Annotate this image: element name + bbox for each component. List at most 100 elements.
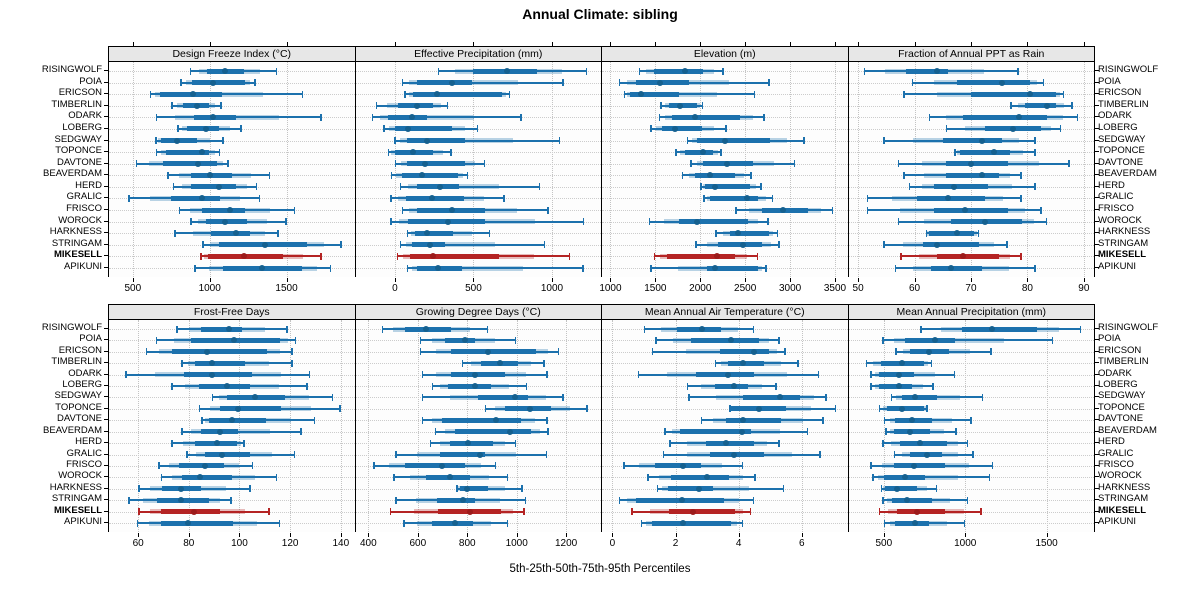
whisker-5-95 (180, 81, 256, 84)
whisker-cap-right (329, 264, 332, 272)
row-tick-right (1095, 487, 1099, 489)
row-tick-right (1095, 385, 1099, 387)
row-tick-right (1095, 162, 1099, 164)
whisker-5-95 (658, 116, 765, 119)
median-dot (184, 520, 191, 526)
station-labels-bottom-right: RISINGWOLF POIA ERICSON TIMBERLIN ODARK LOBER… (1096, 319, 1200, 531)
panel-0: Design Freeze Index (°C) 500 1000 1500 (108, 42, 356, 294)
whisker-cap-left (658, 113, 660, 121)
whisker-cap-left (908, 183, 911, 191)
median-dot (657, 79, 664, 86)
whisker-cap-left (406, 264, 409, 272)
axis-tick (801, 533, 803, 537)
axis-tick-label: 0 (609, 538, 616, 549)
axis-tick-label: 2000 (689, 283, 712, 294)
median-dot (197, 474, 204, 481)
whisker-cap-left (394, 160, 397, 168)
whisker-cap-left (399, 241, 402, 249)
station-label: BEAVERDAM (1098, 168, 1157, 180)
whisker-cap-right (1020, 171, 1022, 179)
row-tick-right (1095, 350, 1099, 352)
row-tick-right (1095, 510, 1099, 512)
whisker-cap-left (660, 102, 662, 110)
row-tick-left (104, 464, 108, 466)
axis-tick-label: 120 (281, 538, 299, 549)
whisker-5-95 (190, 220, 287, 223)
panel-header: Growing Degree Days (°C) (355, 305, 601, 320)
whisker-cap-right (778, 241, 780, 249)
station-label: ODARK (1098, 110, 1132, 122)
whisker-cap-left (125, 371, 127, 379)
median-dot (951, 183, 958, 190)
whisker-5-95 (138, 510, 270, 513)
station-label: APIKUNI (1098, 516, 1137, 527)
whisker-cap-right (768, 79, 770, 87)
whisker-cap-right (275, 473, 278, 481)
h-gridline (355, 408, 601, 410)
whisker-cap-right (784, 348, 786, 356)
station-label: WOROCK (58, 214, 102, 226)
v-gridline (368, 320, 370, 532)
whisker-cap-right (546, 416, 548, 424)
whisker-5-95 (903, 93, 1065, 96)
whisker-cap-left (189, 67, 192, 75)
whisker-cap-left (198, 405, 201, 413)
whisker-cap-left (631, 508, 633, 516)
whisker-cap-right (306, 382, 308, 390)
whisker-5-95 (653, 255, 759, 258)
median-dot (262, 241, 269, 248)
whisker-5-95 (138, 487, 251, 490)
row-tick-right (1095, 174, 1099, 176)
h-gridline (109, 152, 355, 154)
whisker-cap-right (586, 405, 588, 413)
station-labels-top-left: RISINGWOLF POIA ERICSON TIMBERLIN ODARK LOBER… (0, 61, 104, 276)
whisker-cap-right (1020, 194, 1022, 202)
panel-5: Growing Degree Days (°C) 400 600 800 1000 120… (354, 304, 602, 549)
whisker-5-95 (394, 162, 486, 165)
median-dot (426, 241, 433, 248)
axis-tick (970, 278, 972, 282)
v-gridline (566, 320, 568, 532)
row-tick-left (104, 243, 108, 245)
median-dot (222, 68, 229, 74)
station-label: HARKNESS (49, 226, 102, 238)
whisker-5-95 (136, 522, 280, 524)
median-dot (463, 485, 470, 492)
station-label: HERD (75, 179, 102, 191)
median-dot (680, 462, 687, 469)
whisker-cap-right (1006, 241, 1008, 249)
whisker-cap-right (524, 496, 527, 504)
whisker-cap-left (158, 462, 160, 470)
panel-plot (109, 62, 355, 277)
median-dot (934, 241, 941, 248)
station-label: SEDGWAY (1098, 133, 1146, 145)
axis-tick-label: 80 (183, 538, 195, 549)
whisker-5-95 (700, 419, 824, 422)
median-dot (738, 428, 745, 435)
whisker-cap-left (390, 171, 393, 179)
whisker-5-95 (863, 70, 1019, 72)
whisker-cap-right (1076, 113, 1079, 121)
h-gridline (848, 363, 1094, 365)
row-tick-left (104, 362, 108, 364)
whisker-cap-right (525, 382, 528, 390)
h-gridline (848, 386, 1094, 388)
whisker-5-95 (171, 385, 308, 388)
row-tick-right (1095, 396, 1099, 398)
median-dot (945, 195, 952, 202)
whisker-cap-left (700, 183, 702, 191)
whisker-cap-left (885, 428, 887, 436)
whisker-5-95 (878, 510, 982, 513)
whisker-cap-left (656, 485, 659, 493)
axis-tick (883, 533, 885, 537)
whisker-cap-right (1051, 336, 1054, 344)
whisker-cap-left (945, 125, 948, 133)
whisker-cap-left (651, 348, 654, 356)
whisker-cap-right (220, 102, 222, 110)
whisker-cap-left (421, 371, 423, 379)
axis-tick (566, 533, 568, 537)
axis-tick (1046, 533, 1048, 537)
whisker-cap-right (291, 348, 293, 356)
median-dot (437, 183, 443, 190)
median-dot (672, 125, 679, 132)
